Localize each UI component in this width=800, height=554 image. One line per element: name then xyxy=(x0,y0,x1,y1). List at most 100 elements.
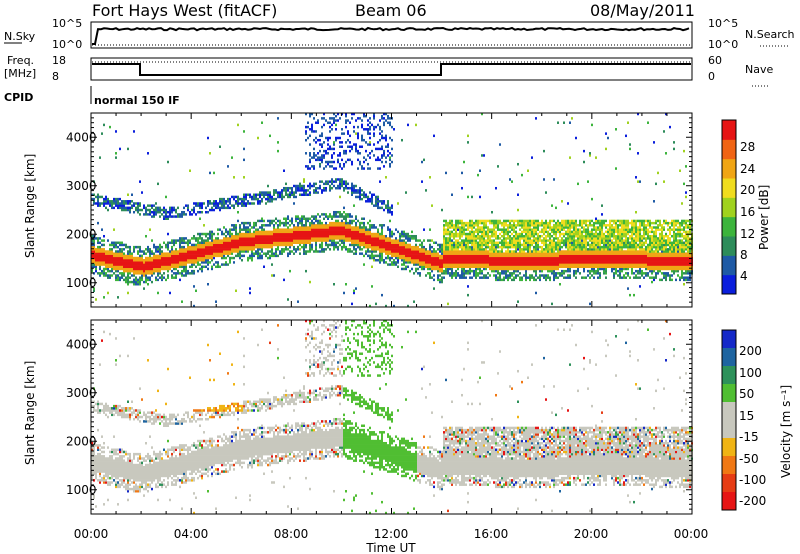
power-cell xyxy=(505,254,507,258)
power-cell xyxy=(543,258,545,262)
power-cell xyxy=(141,208,143,212)
power-cell xyxy=(237,202,239,205)
power-cell xyxy=(217,202,219,205)
power-cell xyxy=(429,245,431,249)
power-cell xyxy=(211,241,213,245)
power-cell xyxy=(385,136,387,140)
power-cell xyxy=(457,261,459,264)
power-cell xyxy=(151,210,153,214)
power-cell xyxy=(249,202,251,205)
power-cell xyxy=(443,228,445,231)
power-cell xyxy=(323,189,325,192)
power-cell xyxy=(195,239,197,242)
power-cell xyxy=(237,245,239,249)
power-cell xyxy=(211,234,213,238)
power-cell xyxy=(567,221,569,225)
power-cell xyxy=(545,191,547,194)
power-cell xyxy=(565,269,567,273)
power-cell xyxy=(265,191,267,194)
power-cell xyxy=(175,276,177,279)
power-cell xyxy=(391,239,393,242)
power-cell xyxy=(411,237,413,240)
power-cell xyxy=(187,245,189,249)
power-cell xyxy=(291,189,293,192)
power-cell xyxy=(369,141,371,144)
power-cell xyxy=(123,243,125,247)
power-cell xyxy=(265,243,267,247)
power-cell xyxy=(215,245,217,249)
power-cell xyxy=(183,206,185,210)
power-cell xyxy=(547,274,549,277)
power-cell xyxy=(195,250,197,253)
power-cell xyxy=(447,237,449,240)
power-cell xyxy=(471,234,473,238)
power-cell xyxy=(387,206,389,210)
power-cell xyxy=(127,200,129,203)
power-cell xyxy=(383,261,385,264)
power-cell xyxy=(431,267,433,271)
power-cell xyxy=(259,230,261,234)
power-cell xyxy=(147,152,149,155)
power-cell xyxy=(239,232,241,236)
power-cell xyxy=(147,269,149,273)
power-cell xyxy=(119,267,121,271)
power-cell xyxy=(365,232,367,236)
power-cell xyxy=(315,250,317,253)
power-cell xyxy=(103,272,105,275)
power-cell xyxy=(567,256,569,260)
power-cell xyxy=(433,256,435,260)
power-cell xyxy=(155,276,157,279)
power-cell xyxy=(439,258,441,262)
power-cell xyxy=(161,252,163,255)
power-cell xyxy=(227,232,229,236)
power-cell xyxy=(481,112,483,116)
power-cell xyxy=(415,234,417,238)
power-cell xyxy=(255,239,257,242)
power-cell xyxy=(125,280,127,284)
power-cell xyxy=(441,258,443,262)
power-cell xyxy=(493,239,495,242)
power-cell xyxy=(199,267,201,271)
power-cell xyxy=(141,261,143,264)
power-cell xyxy=(315,154,317,157)
power-cell xyxy=(495,237,497,240)
power-cell xyxy=(483,276,485,279)
power-cell xyxy=(391,234,393,238)
power-cell xyxy=(115,276,117,279)
power-cell xyxy=(321,241,323,245)
power-cell xyxy=(145,206,147,210)
power-cell xyxy=(483,239,485,242)
power-cell xyxy=(363,230,365,234)
power-cell xyxy=(399,232,401,236)
power-cell xyxy=(197,202,199,205)
power-cell xyxy=(547,230,549,234)
power-cell xyxy=(333,180,335,183)
power-cell xyxy=(325,239,327,242)
power-cell xyxy=(533,224,535,227)
power-cell xyxy=(213,250,215,253)
power-cell xyxy=(453,241,455,245)
power-cell xyxy=(513,256,515,260)
power-cell xyxy=(145,208,147,212)
power-cell xyxy=(419,243,421,247)
power-cell xyxy=(127,280,129,284)
power-cell xyxy=(551,256,553,260)
power-cell xyxy=(257,232,259,236)
power-cell xyxy=(331,234,333,238)
power-cell xyxy=(339,184,341,188)
power-cell xyxy=(439,278,441,282)
power-cell xyxy=(485,232,487,236)
power-cell xyxy=(365,234,367,238)
power-cell xyxy=(189,252,191,255)
power-cell xyxy=(513,221,515,225)
power-cell xyxy=(333,160,335,164)
power-cell xyxy=(209,234,211,238)
power-cell xyxy=(133,261,135,264)
power-cell xyxy=(379,200,381,203)
power-cell xyxy=(549,232,551,236)
power-cell xyxy=(311,123,313,127)
power-cell xyxy=(317,219,319,223)
power-cell xyxy=(403,256,405,260)
power-cell xyxy=(365,158,367,162)
